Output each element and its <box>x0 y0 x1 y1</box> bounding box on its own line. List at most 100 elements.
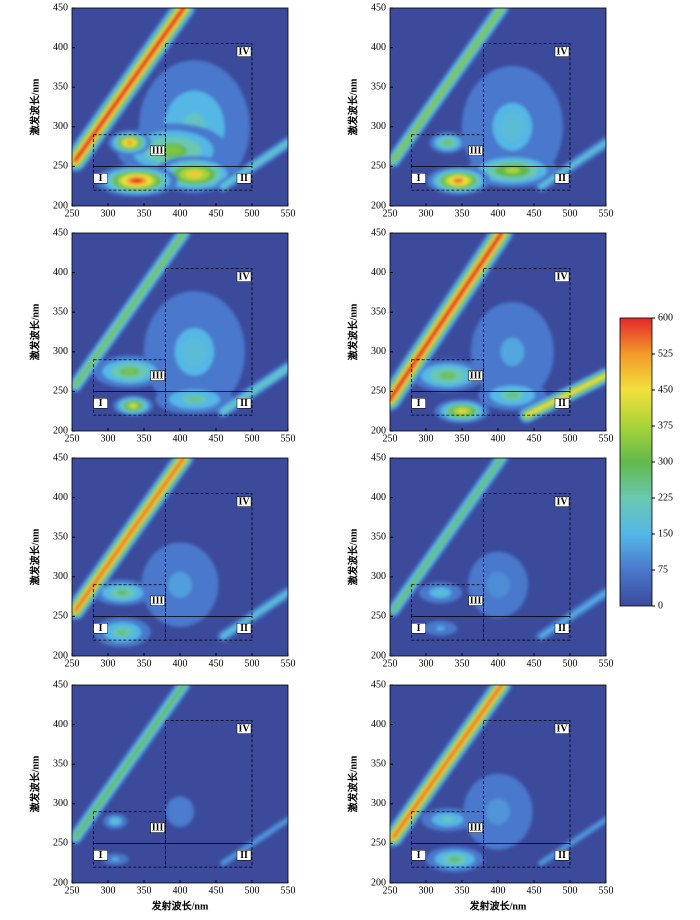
peak <box>504 167 520 174</box>
x-tick-label: 400 <box>173 433 188 444</box>
peak <box>126 140 133 145</box>
x-tick-label: 550 <box>599 208 614 219</box>
peak <box>457 409 467 414</box>
x-tick-label: 250 <box>65 433 80 444</box>
x-tick-label: 350 <box>455 433 470 444</box>
x-tick-label: 300 <box>419 208 434 219</box>
peak <box>112 819 118 823</box>
scatter-band <box>539 591 606 638</box>
x-axis-label: 发射波长/nm <box>469 899 527 912</box>
x-tick-label: 250 <box>65 208 80 219</box>
peak <box>129 403 137 408</box>
y-tick-label: 250 <box>53 611 68 622</box>
region-label: III <box>152 145 164 156</box>
y-tick-label: 300 <box>371 798 386 809</box>
x-tick-label: 300 <box>101 885 116 896</box>
x-tick-label: 350 <box>137 885 152 896</box>
y-tick-label: 350 <box>371 531 386 542</box>
scatter-band <box>221 141 288 188</box>
region-label-box <box>150 145 165 156</box>
region-box <box>483 493 571 617</box>
peak <box>168 571 192 598</box>
region-label-box <box>236 46 252 57</box>
peak <box>486 571 510 598</box>
y-tick-label: 350 <box>53 306 68 317</box>
y-tick-label: 200 <box>53 650 68 661</box>
region-label: I <box>99 850 103 861</box>
peak <box>500 337 525 367</box>
scatter-band <box>525 374 606 417</box>
x-tick-label: 500 <box>245 433 260 444</box>
region-label: III <box>470 822 482 833</box>
region-box <box>93 390 166 416</box>
region-label: I <box>99 398 103 409</box>
x-tick-label: 400 <box>491 433 506 444</box>
region-label-box <box>150 822 165 833</box>
region-box <box>93 616 166 641</box>
region-label: I <box>417 398 421 409</box>
contour-plot <box>72 8 288 206</box>
region-label: IV <box>238 46 250 57</box>
x-tick-label: 350 <box>455 658 470 669</box>
y-tick-label: 400 <box>53 267 68 278</box>
x-tick-label: 550 <box>599 433 614 444</box>
region-label-box <box>411 850 426 861</box>
y-axis-label: 激发波长/nm <box>346 78 359 135</box>
peak <box>441 372 455 379</box>
y-tick-label: 300 <box>53 571 68 582</box>
region-label-box <box>554 723 570 734</box>
region-label-box <box>150 595 165 606</box>
region-box <box>411 165 485 191</box>
x-tick-label: 350 <box>455 208 470 219</box>
contour-plot <box>390 233 606 431</box>
colorbar-tick-label: 0 <box>658 600 663 611</box>
region-label: IV <box>556 496 568 507</box>
region-label: III <box>470 595 482 606</box>
y-tick-label: 200 <box>53 877 68 888</box>
region-label: II <box>240 173 248 184</box>
region-label: I <box>417 623 421 634</box>
region-label-box <box>468 370 483 381</box>
x-tick-label: 350 <box>455 885 470 896</box>
y-tick-label: 300 <box>371 571 386 582</box>
x-tick-label: 450 <box>527 658 542 669</box>
region-box <box>483 720 571 844</box>
y-tick-label: 450 <box>53 2 68 13</box>
x-tick-label: 300 <box>419 885 434 896</box>
y-tick-label: 350 <box>53 531 68 542</box>
y-axis-label: 激发波长/nm <box>346 303 359 360</box>
region-label-box <box>554 398 570 409</box>
peak <box>111 857 119 861</box>
y-tick-label: 200 <box>371 650 386 661</box>
peak <box>486 798 510 825</box>
x-tick-label: 500 <box>245 658 260 669</box>
region-label: III <box>470 370 482 381</box>
scatter-band <box>390 233 504 402</box>
x-tick-label: 300 <box>419 658 434 669</box>
region-box <box>411 390 485 416</box>
scatter-band <box>221 818 288 865</box>
y-tick-label: 200 <box>53 200 68 211</box>
region-box <box>483 43 571 167</box>
x-axis-label: 发射波长/nm <box>151 899 209 912</box>
x-tick-label: 350 <box>137 658 152 669</box>
x-tick-label: 400 <box>173 208 188 219</box>
colorbar <box>619 317 653 607</box>
region-label-box <box>236 723 252 734</box>
colorbar-tick-label: 525 <box>658 348 673 359</box>
y-tick-label: 400 <box>53 719 68 730</box>
region-label-box <box>554 271 570 282</box>
region-box <box>93 843 166 868</box>
peak <box>123 368 137 375</box>
x-tick-label: 400 <box>491 658 506 669</box>
y-tick-label: 300 <box>53 346 68 357</box>
region-label: II <box>558 398 566 409</box>
x-tick-label: 250 <box>383 433 398 444</box>
y-tick-label: 450 <box>53 679 68 690</box>
peak <box>442 817 453 823</box>
x-tick-label: 550 <box>599 658 614 669</box>
peak <box>186 396 202 403</box>
y-tick-label: 300 <box>53 121 68 132</box>
y-tick-label: 400 <box>371 267 386 278</box>
